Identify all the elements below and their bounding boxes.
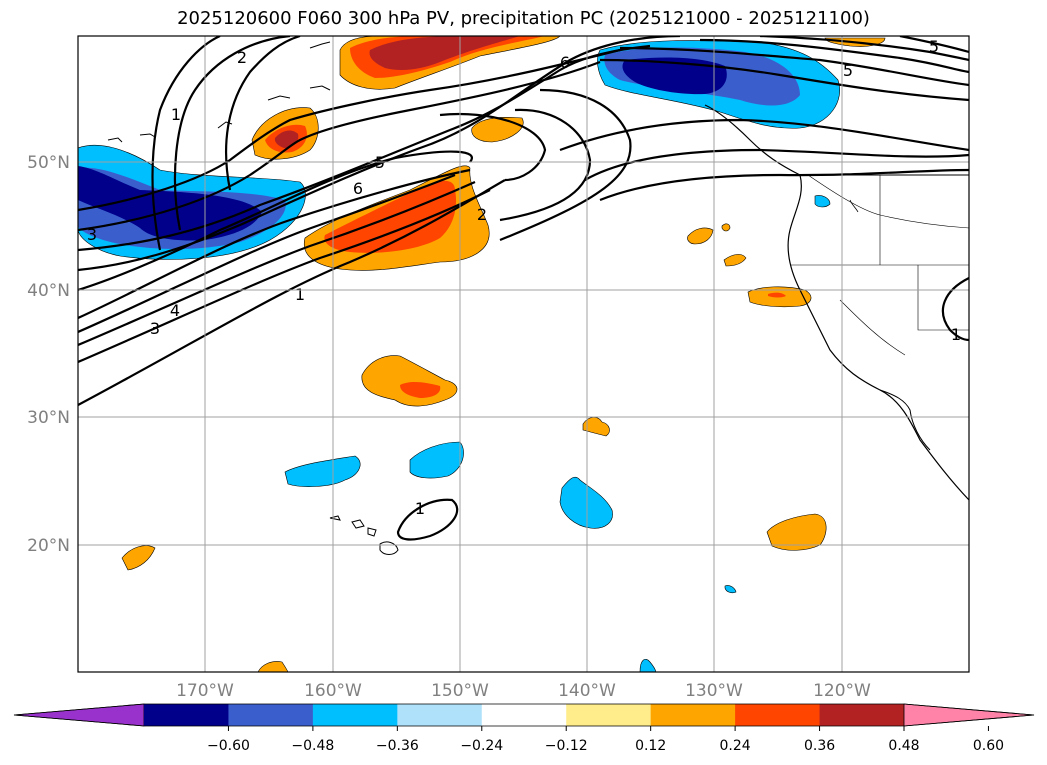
latitude-labels: 50°N 40°N 30°N 20°N <box>27 153 70 556</box>
lat-label: 40°N <box>27 281 70 301</box>
lat-label: 20°N <box>27 536 70 556</box>
colorbar-segment <box>481 704 567 726</box>
map-title: 2025120600 F060 300 hPa PV, precipitatio… <box>177 8 870 29</box>
colorbar-segment <box>819 704 905 726</box>
coastlines <box>704 36 969 501</box>
colorbar-ticks: −0.60 −0.48 −0.36 −0.24 −0.12 0.12 0.24 0.36 0.4… <box>207 726 1004 754</box>
lat-label: 30°N <box>27 408 70 428</box>
contour-label: 2 <box>237 48 247 67</box>
colorbar <box>13 703 1035 727</box>
contour-label: 6 <box>560 53 570 72</box>
colorbar-extend-low <box>13 703 145 727</box>
colorbar-outline <box>13 703 1035 727</box>
contour-label: 5 <box>929 37 939 56</box>
contour-label: 3 <box>87 225 97 244</box>
colorbar-tick-label: 0.24 <box>720 738 751 754</box>
colorbar-tick-label: −0.12 <box>545 738 588 754</box>
colorbar-tick-label: −0.48 <box>291 738 334 754</box>
map-frame <box>77 35 970 673</box>
islands <box>107 41 399 555</box>
colorbar-tick-label: 0.12 <box>635 738 666 754</box>
longitude-labels: 170°W 160°W 150°W 140°W 130°W 120°W <box>176 681 871 701</box>
colorbar-extend-high <box>903 703 1035 727</box>
colorbar-segment <box>312 704 398 726</box>
contour-label: 2 <box>477 205 487 224</box>
lon-label: 120°W <box>813 681 871 701</box>
colorbar-tick-label: −0.24 <box>460 738 503 754</box>
precip-positive-small <box>121 223 827 672</box>
colorbar-tick-label: −0.36 <box>376 738 419 754</box>
lon-label: 160°W <box>304 681 362 701</box>
colorbar-tick-label: −0.60 <box>207 738 250 754</box>
lon-label: 140°W <box>558 681 616 701</box>
map-background <box>78 36 969 672</box>
graticule <box>78 36 969 672</box>
colorbar-segment <box>650 704 736 726</box>
colorbar-tick-label: 0.60 <box>973 738 1004 754</box>
contour-label: 1 <box>171 105 181 124</box>
colorbar-tick-label: 0.36 <box>804 738 835 754</box>
contour-label: 3 <box>150 319 160 338</box>
precip-negative-small <box>284 195 831 672</box>
lon-label: 130°W <box>685 681 743 701</box>
colorbar-segment <box>566 704 652 726</box>
colorbar-tick-label: 0.48 <box>888 738 919 754</box>
colorbar-segment <box>228 704 314 726</box>
contour-label: 4 <box>170 301 180 320</box>
colorbar-segment <box>144 704 229 726</box>
contour-label: 1 <box>415 499 425 518</box>
contour-label: 1 <box>295 285 305 304</box>
contour-label: 1 <box>951 325 961 344</box>
precip-positive-north <box>251 36 886 160</box>
contour-label: 6 <box>353 179 363 198</box>
contour-label: 5 <box>843 61 853 80</box>
lat-label: 50°N <box>27 153 70 173</box>
colorbar-segment <box>735 704 821 726</box>
lon-label: 170°W <box>176 681 234 701</box>
colorbar-segment <box>397 704 483 726</box>
lon-label: 150°W <box>431 681 489 701</box>
